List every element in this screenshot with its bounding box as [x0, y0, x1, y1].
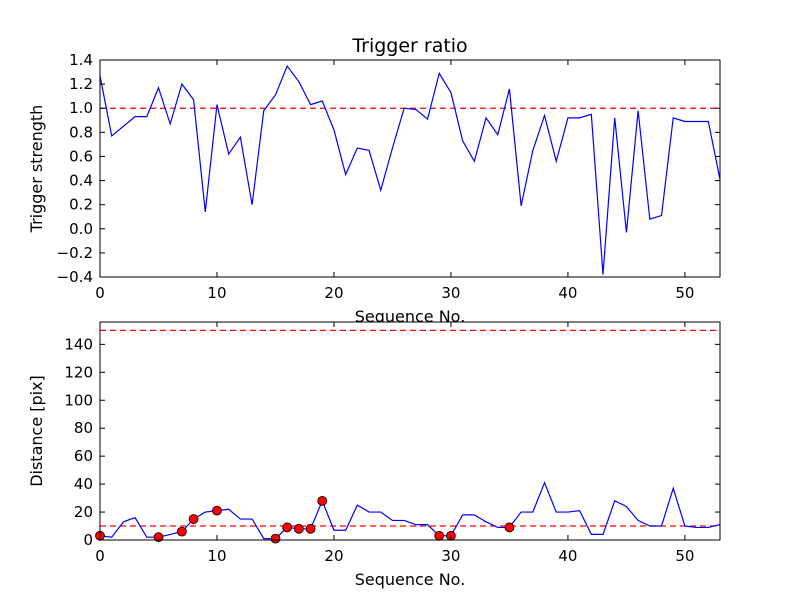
series-group [100, 481, 720, 540]
y-axis-label: Trigger strength [27, 105, 46, 234]
y-tick-label: 0 [83, 531, 93, 549]
y-tick-label: 0.6 [69, 147, 93, 165]
x-tick-label: 0 [95, 547, 105, 565]
flagged-point [176, 526, 187, 537]
y-tick-label: 80 [74, 419, 93, 437]
y-tick-label: 120 [64, 363, 93, 381]
axes-frame [99, 59, 721, 278]
x-tick-label: 40 [558, 284, 577, 302]
distance-chart: 0 10 20 30 40 50 0 20 40 60 80 100 120 140 Sequence No… [27, 321, 721, 589]
y-tick-label: 0.0 [69, 220, 93, 238]
axes-frame [99, 321, 721, 541]
y-tick-label: 140 [64, 335, 93, 353]
y-tick-label: 1.4 [69, 51, 93, 69]
y-tick-label: 0.8 [69, 123, 93, 141]
series-group [100, 64, 720, 275]
y-tick-label: 0.2 [69, 196, 93, 214]
x-tick-label: 30 [441, 284, 460, 302]
x-axis-label: Sequence No. [355, 307, 466, 326]
x-tick-label: 50 [675, 547, 694, 565]
trigger-ratio-chart: 0 10 20 30 40 50 −0.4 −0.2 0.0 0.2 0.4 0.6 0.8 1.0 1.2… [27, 35, 721, 326]
flagged-point [270, 533, 281, 544]
flagged-point [434, 530, 445, 541]
y-tick-label: −0.4 [57, 268, 93, 286]
x-tick-label: 10 [207, 284, 226, 302]
y-tick-label: −0.2 [57, 244, 93, 262]
plot-area [100, 60, 720, 277]
flagged-point [282, 522, 293, 533]
y-tick-label: 20 [74, 503, 93, 521]
flagged-point [305, 523, 316, 534]
flagged-point [504, 522, 515, 533]
x-tick-label: 10 [207, 547, 226, 565]
y-tick-label: 40 [74, 475, 93, 493]
plot-area [100, 322, 720, 540]
chart-title: Trigger ratio [351, 35, 467, 57]
y-tick-label: 1.0 [69, 99, 93, 117]
flagged-point [293, 523, 304, 534]
flagged-point [212, 505, 222, 516]
y-axis-label: Distance [pix] [27, 375, 46, 487]
x-tick-label: 20 [324, 284, 343, 302]
x-tick-label: 30 [441, 547, 460, 565]
x-tick-label: 20 [324, 547, 343, 565]
y-tick-label: 60 [74, 447, 93, 465]
series-line-trigger-strength [100, 64, 720, 275]
y-tick-label: 0.4 [69, 172, 93, 190]
x-tick-label: 50 [675, 284, 694, 302]
x-tick-label: 0 [95, 284, 105, 302]
flagged-point [188, 514, 199, 524]
x-tick-label: 40 [558, 547, 577, 565]
flagged-point [153, 532, 164, 543]
y-tick-label: 100 [64, 391, 93, 409]
flagged-point [317, 495, 328, 506]
x-axis-label: Sequence No. [355, 570, 466, 589]
y-tick-label: 1.2 [69, 75, 93, 93]
series-line-distance [100, 481, 720, 540]
